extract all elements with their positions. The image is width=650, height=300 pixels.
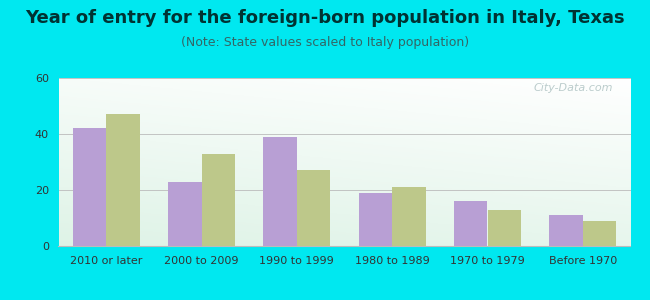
- Bar: [202, 154, 235, 246]
- Bar: [392, 187, 426, 246]
- Bar: [583, 221, 616, 246]
- Text: Year of entry for the foreign-born population in Italy, Texas: Year of entry for the foreign-born popul…: [25, 9, 625, 27]
- Bar: [549, 215, 583, 246]
- Bar: [106, 114, 140, 246]
- Bar: [359, 193, 392, 246]
- Text: (Note: State values scaled to Italy population): (Note: State values scaled to Italy popu…: [181, 36, 469, 49]
- Bar: [73, 128, 106, 246]
- Bar: [488, 210, 521, 246]
- Bar: [297, 170, 330, 246]
- Text: City-Data.com: City-Data.com: [534, 83, 614, 93]
- Bar: [454, 201, 488, 246]
- Bar: [168, 182, 202, 246]
- Bar: [263, 137, 297, 246]
